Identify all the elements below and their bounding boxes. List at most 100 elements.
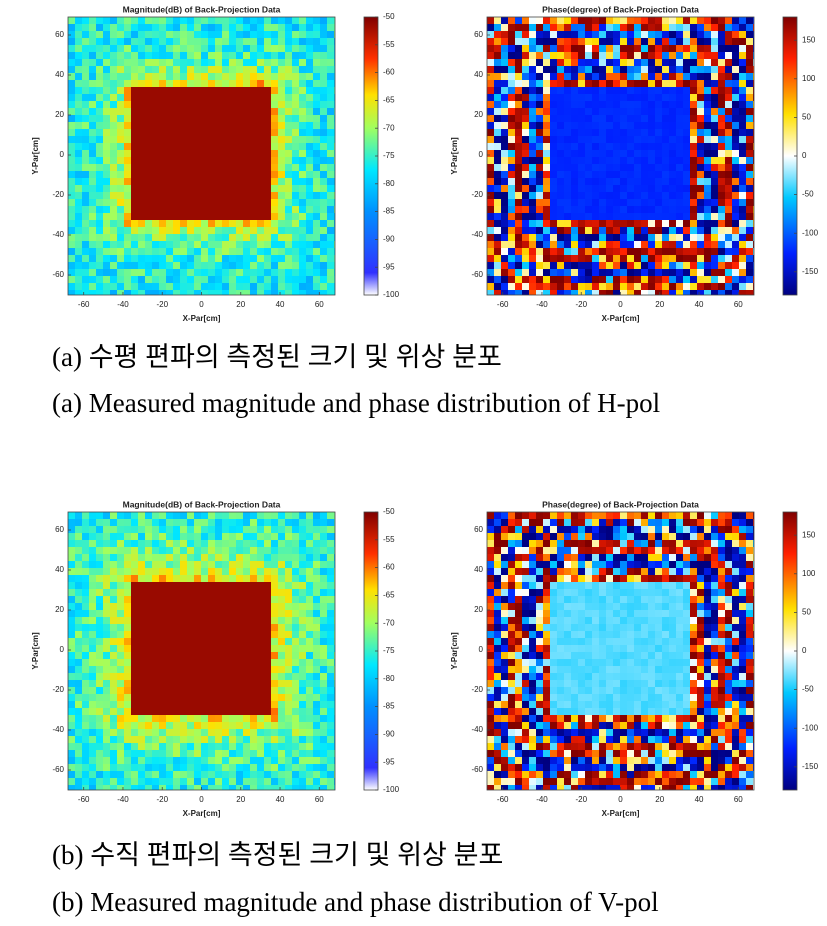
heatmap-cell	[676, 269, 683, 276]
heatmap-cell	[306, 659, 313, 666]
heatmap-cell	[334, 708, 335, 715]
heatmap-cell	[557, 185, 564, 192]
heatmap-cell	[250, 262, 257, 269]
heatmap-cell	[194, 512, 201, 519]
heatmap-cell	[648, 59, 655, 66]
heatmap-cell	[285, 185, 292, 192]
heatmap-cell	[557, 241, 564, 248]
heatmap-cell	[285, 87, 292, 94]
heatmap-cell	[89, 52, 96, 59]
heatmap-cell	[180, 269, 187, 276]
heatmap-cell	[103, 115, 110, 122]
heatmap-cell	[145, 94, 152, 101]
heatmap-cell	[676, 519, 683, 526]
heatmap-cell	[152, 554, 159, 561]
heatmap-cell	[82, 512, 89, 519]
heatmap-cell	[68, 150, 75, 157]
heatmap-cell	[529, 227, 536, 234]
heatmap-cell	[739, 269, 746, 276]
heatmap-cell	[550, 512, 557, 519]
heatmap-cell	[606, 178, 613, 185]
heatmap-cell	[634, 234, 641, 241]
heatmap-cell	[68, 17, 75, 24]
heatmap-cell	[285, 729, 292, 736]
heatmap-cell	[131, 178, 138, 185]
heatmap-cell	[285, 192, 292, 199]
heatmap-cell	[683, 115, 690, 122]
heatmap-cell	[222, 199, 229, 206]
heatmap-cell	[243, 94, 250, 101]
heatmap-cell	[194, 540, 201, 547]
heatmap-cell	[103, 199, 110, 206]
heatmap-cell	[89, 45, 96, 52]
heatmap-cell	[229, 206, 236, 213]
heatmap-cell	[669, 248, 676, 255]
heatmap-cell	[285, 143, 292, 150]
heatmap-cell	[166, 122, 173, 129]
heatmap-cell	[250, 589, 257, 596]
heatmap-cell	[536, 276, 543, 283]
heatmap-cell	[746, 45, 753, 52]
heatmap-cell	[236, 24, 243, 31]
heatmap-cell	[634, 512, 641, 519]
heatmap-cell	[96, 624, 103, 631]
heatmap-cell	[718, 526, 725, 533]
heatmap-cell	[313, 736, 320, 743]
heatmap-cell	[585, 234, 592, 241]
heatmap-cell	[746, 164, 753, 171]
heatmap-cell	[278, 603, 285, 610]
heatmap-cell	[536, 115, 543, 122]
heatmap-cell	[285, 45, 292, 52]
heatmap-cell	[508, 31, 515, 38]
heatmap-cell	[194, 269, 201, 276]
heatmap-cell	[313, 129, 320, 136]
heatmap-cell	[292, 101, 299, 108]
heatmap-cell	[257, 220, 264, 227]
heatmap-cell	[173, 52, 180, 59]
heatmap-cell	[641, 519, 648, 526]
heatmap-cell	[166, 52, 173, 59]
heatmap-cell	[166, 785, 173, 790]
heatmap-cell	[215, 164, 222, 171]
heatmap-cell	[89, 164, 96, 171]
heatmap-cell	[606, 45, 613, 52]
x-tick-label: 40	[695, 300, 704, 309]
heatmap-cell	[753, 59, 754, 66]
heatmap-cell	[236, 115, 243, 122]
heatmap-cell	[131, 122, 138, 129]
heatmap-cell	[194, 129, 201, 136]
heatmap-cell	[264, 743, 271, 750]
heatmap-cell	[264, 533, 271, 540]
heatmap-cell	[194, 736, 201, 743]
heatmap-cell	[487, 269, 494, 276]
heatmap-cell	[278, 575, 285, 582]
heatmap-cell	[243, 736, 250, 743]
heatmap-cell	[271, 206, 278, 213]
heatmap-cell	[89, 659, 96, 666]
heatmap-cell	[82, 185, 89, 192]
heatmap-cell	[159, 101, 166, 108]
heatmap-cell	[292, 624, 299, 631]
heatmap-cell	[215, 87, 222, 94]
heatmap-cell	[508, 108, 515, 115]
heatmap-cell	[257, 750, 264, 757]
heatmap-cell	[327, 631, 334, 638]
heatmap-cell	[96, 276, 103, 283]
heatmap-cell	[194, 778, 201, 785]
heatmap-cell	[257, 178, 264, 185]
heatmap-cell	[229, 729, 236, 736]
heatmap-cell	[229, 178, 236, 185]
heatmap-cell	[215, 45, 222, 52]
heatmap-cell	[96, 540, 103, 547]
heatmap-cell	[292, 729, 299, 736]
heatmap-cell	[627, 234, 634, 241]
heatmap-cell	[68, 213, 75, 220]
heatmap-cell	[306, 241, 313, 248]
heatmap-cell	[327, 192, 334, 199]
heatmap-cell	[641, 276, 648, 283]
heatmap-cell	[75, 701, 82, 708]
heatmap-cell	[124, 248, 131, 255]
heatmap-cell	[732, 220, 739, 227]
heatmap-cell	[82, 213, 89, 220]
heatmap-cell	[669, 136, 676, 143]
